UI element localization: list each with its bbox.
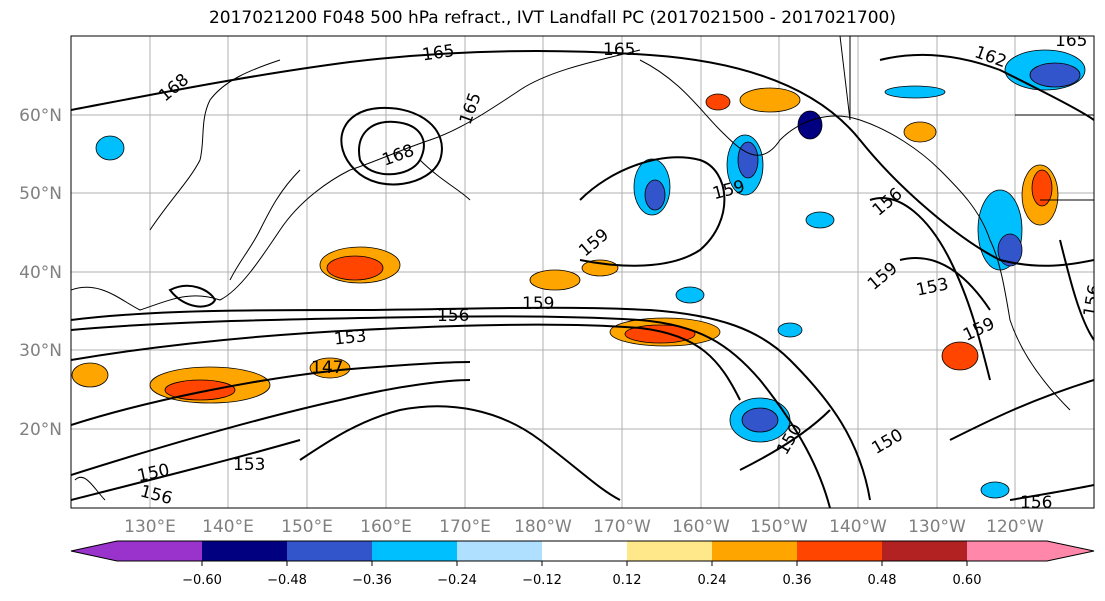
lat-label: 60°N — [19, 106, 62, 126]
contour-label: 153 — [333, 326, 367, 349]
colorbar-segment — [712, 541, 797, 561]
gridlines — [71, 36, 1094, 508]
contour-label: 165 — [421, 41, 456, 65]
contour-label: 147 — [311, 358, 343, 378]
colorbar-tick: −0.48 — [267, 573, 307, 588]
lat-label: 50°N — [19, 184, 62, 204]
lon-label: 140°E — [202, 517, 254, 537]
lat-label: 40°N — [19, 263, 62, 283]
colorbar-segment — [882, 541, 967, 561]
refractivity-contours — [71, 49, 1094, 508]
latitude-labels: 60°N 50°N 40°N 30°N 20°N — [19, 106, 62, 440]
lon-label: 150°W — [750, 517, 808, 537]
shaded-field — [71, 49, 1086, 499]
colorbar-tick: 0.24 — [698, 573, 727, 588]
colorbar-tick: −0.36 — [352, 573, 392, 588]
lon-label: 160°E — [360, 517, 412, 537]
colorbar-tick: 0.48 — [868, 573, 897, 588]
contour-label: 156 — [1080, 283, 1105, 318]
colorbar: −0.60 −0.48 −0.36 −0.24 −0.12 0.12 0.24 … — [70, 540, 1095, 588]
lon-label: 170°E — [439, 517, 491, 537]
colorbar-segment — [797, 541, 882, 561]
colorbar-tick: −0.60 — [182, 573, 222, 588]
colorbar-segment — [287, 541, 372, 561]
lat-label: 20°N — [19, 420, 62, 440]
lon-label: 160°W — [672, 517, 730, 537]
lon-label: 120°W — [986, 517, 1044, 537]
colorbar-segment — [967, 541, 1047, 561]
lon-label: 150°E — [281, 517, 333, 537]
contour-label: 165 — [603, 40, 635, 60]
colorbar-tick: −0.12 — [522, 573, 562, 588]
contour-label: 156 — [1020, 493, 1052, 513]
contour-label: 153 — [233, 455, 265, 475]
colorbar-segment — [71, 541, 117, 561]
colorbar-tick: −0.24 — [437, 573, 477, 588]
map-title: 2017021200 F048 500 hPa refract., IVT La… — [208, 8, 896, 28]
colorbar-segment — [457, 541, 542, 561]
lon-label: 180°W — [514, 517, 572, 537]
contour-label: 165 — [1055, 31, 1087, 51]
coastlines — [71, 36, 1094, 501]
colorbar-tick: 0.60 — [953, 573, 982, 588]
colorbar-segment — [542, 541, 627, 561]
colorbar-segment — [627, 541, 712, 561]
lon-label: 140°W — [829, 517, 887, 537]
longitude-labels: 130°E 140°E 150°E 160°E 170°E 180°W 170°… — [124, 517, 1044, 537]
colorbar-tick: 0.12 — [613, 573, 642, 588]
lat-label: 30°N — [19, 341, 62, 361]
lon-label: 130°W — [908, 517, 966, 537]
colorbar-segment — [1047, 541, 1094, 561]
lon-label: 130°E — [124, 517, 176, 537]
colorbar-segment — [117, 541, 202, 561]
lon-label: 170°W — [593, 517, 651, 537]
colorbar-segment — [372, 541, 457, 561]
contour-label: 159 — [522, 294, 554, 314]
colorbar-tick: 0.36 — [783, 573, 812, 588]
colorbar-segment — [202, 541, 287, 561]
contour-label: 156 — [437, 306, 469, 326]
